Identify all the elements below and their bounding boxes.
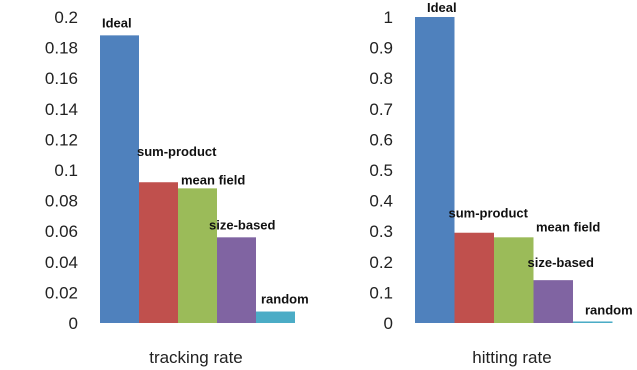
y-tick-label: 0.06 <box>45 222 78 241</box>
bar-ideal <box>100 35 139 324</box>
data-label: mean field <box>181 172 245 187</box>
y-tick-label: 0 <box>69 314 78 333</box>
y-tick-label: 0 <box>384 314 393 333</box>
y-tick-label: 0.02 <box>45 283 78 302</box>
y-tick-label: 0.12 <box>45 130 78 149</box>
bar-ideal <box>415 17 455 323</box>
data-label: size-based <box>209 217 276 232</box>
data-label: size-based <box>528 255 595 270</box>
data-label: mean field <box>536 219 600 234</box>
data-label: Ideal <box>102 15 132 30</box>
data-label: sum-product <box>449 206 529 221</box>
data-label: random <box>585 302 633 317</box>
y-tick-label: 0.9 <box>369 39 393 58</box>
bar-mean-field <box>178 188 217 323</box>
y-tick-label: 0.4 <box>369 192 393 211</box>
bar-size-based <box>533 280 573 323</box>
y-tick-label: 0.1 <box>54 161 78 180</box>
y-tick-label: 0.8 <box>369 69 393 88</box>
x-axis-label: hitting rate <box>472 348 551 367</box>
y-tick-label: 0.6 <box>369 130 393 149</box>
bar-sum-product <box>454 232 494 323</box>
y-tick-label: 0.1 <box>369 283 393 302</box>
bar-random <box>256 311 295 323</box>
chart-panel-2: 0 0.1 0.2 0.3 0.4 0.5 0.6 0.7 0.8 0.9 1 Ideal sum-pr… <box>369 0 632 367</box>
y-tick-label: 0.18 <box>45 39 78 58</box>
y-tick-label: 0.16 <box>45 69 78 88</box>
bar-sum-product <box>139 182 178 323</box>
bar-random <box>573 321 613 323</box>
data-label: Ideal <box>427 0 457 15</box>
y-tick-label: 1 <box>384 8 393 27</box>
data-label: sum-product <box>137 144 217 159</box>
x-axis-label: tracking rate <box>149 348 243 367</box>
y-tick-label: 0.2 <box>54 8 78 27</box>
y-tick-label: 0.2 <box>369 253 393 272</box>
chart-panel-1: 0 0.02 0.04 0.06 0.08 0.1 0.12 0.14 0.16 0.18 0.2 I… <box>45 8 309 367</box>
y-tick-label: 0.7 <box>369 100 393 119</box>
y-tick-label: 0.04 <box>45 253 78 272</box>
y-tick-label: 0.3 <box>369 222 393 241</box>
data-label: random <box>261 292 309 307</box>
y-tick-label: 0.5 <box>369 161 393 180</box>
bar-mean-field <box>494 237 534 323</box>
bar-size-based <box>217 237 256 323</box>
y-tick-label: 0.08 <box>45 192 78 211</box>
y-tick-label: 0.14 <box>45 100 78 119</box>
